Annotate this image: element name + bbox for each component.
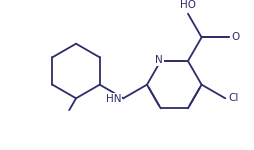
Text: HO: HO bbox=[180, 0, 196, 10]
Text: N: N bbox=[155, 55, 163, 65]
Text: Cl: Cl bbox=[228, 93, 239, 103]
Text: O: O bbox=[232, 32, 240, 42]
Text: HN: HN bbox=[106, 94, 121, 104]
